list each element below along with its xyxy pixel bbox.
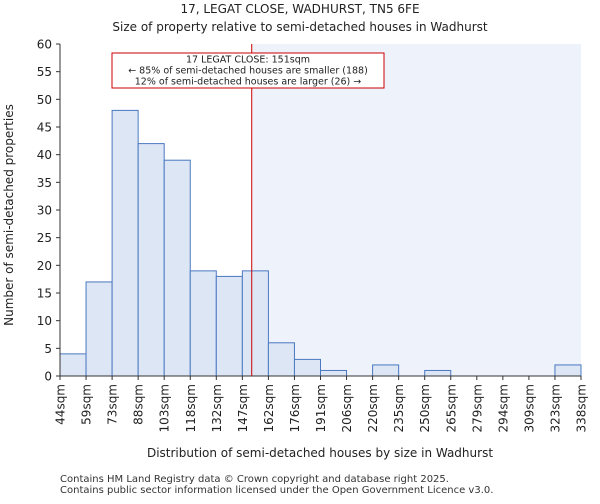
y-tick-label: 50	[37, 93, 52, 107]
x-tick-label: 235sqm	[392, 384, 406, 432]
bar-103sqm	[163, 159, 191, 377]
bar-59sqm	[85, 281, 113, 377]
bar-73sqm	[111, 109, 139, 377]
y-tick-label: 15	[37, 287, 52, 301]
y-tick-label: 5	[44, 342, 52, 356]
bar-250sqm	[424, 369, 452, 377]
bar-191sqm	[320, 369, 348, 377]
footer-line2: Contains public sector information licen…	[60, 485, 494, 496]
bar-176sqm	[293, 358, 322, 377]
y-tick-label: 25	[37, 231, 52, 245]
x-tick-label: 88sqm	[132, 384, 146, 425]
y-tick-label: 55	[37, 65, 52, 79]
y-tick-label: 30	[37, 204, 52, 218]
bar-88sqm	[137, 143, 165, 377]
y-tick-label: 10	[37, 314, 52, 328]
larger-region-shading	[251, 44, 581, 376]
x-tick-label: 250sqm	[418, 384, 432, 432]
x-tick-label: 132sqm	[210, 384, 224, 432]
bar-323sqm	[554, 364, 582, 377]
chart-title-line2: Size of property relative to semi-detach…	[112, 20, 487, 34]
y-tick-label: 35	[37, 176, 52, 190]
x-tick-label: 323sqm	[548, 384, 562, 432]
y-tick-label: 20	[37, 259, 52, 273]
x-tick-label: 118sqm	[184, 384, 198, 432]
x-tick-label: 294sqm	[496, 384, 510, 432]
bar-162sqm	[267, 342, 295, 377]
y-tick-label: 45	[37, 121, 52, 135]
annotation-line-1: 17 LEGAT CLOSE: 151sqm	[186, 55, 310, 66]
footer-line1: Contains HM Land Registry data © Crown c…	[60, 474, 449, 485]
chart-title-line1: 17, LEGAT CLOSE, WADHURST, TN5 6FE	[180, 2, 419, 16]
x-tick-label: 191sqm	[314, 384, 328, 432]
x-tick-label: 73sqm	[106, 384, 120, 425]
bar-44sqm	[59, 353, 87, 377]
y-tick-label: 40	[37, 148, 52, 162]
x-tick-label: 176sqm	[288, 384, 302, 432]
bar-118sqm	[189, 270, 217, 377]
x-tick-label: 265sqm	[444, 384, 458, 432]
x-tick-label: 338sqm	[575, 384, 589, 432]
x-tick-label: 309sqm	[522, 384, 536, 432]
x-tick-label: 44sqm	[54, 384, 68, 425]
annotation-box	[111, 52, 385, 89]
x-tick-label: 279sqm	[470, 384, 484, 432]
annotation-line-3: 12% of semi-detached houses are larger (…	[135, 77, 362, 88]
y-axis-label: Number of semi-detached properties	[2, 104, 16, 326]
annotation-line-2: ← 85% of semi-detached houses are smalle…	[128, 66, 368, 77]
bar-147sqm	[241, 270, 269, 377]
x-tick-label: 147sqm	[236, 384, 250, 432]
x-tick-label: 59sqm	[80, 384, 94, 425]
bar-220sqm	[372, 364, 400, 377]
x-tick-label: 162sqm	[262, 384, 276, 432]
x-tick-label: 103sqm	[158, 384, 172, 432]
y-tick-label: 60	[37, 38, 52, 52]
x-tick-label: 220sqm	[366, 384, 380, 432]
y-tick-label: 0	[44, 370, 52, 384]
x-tick-label: 206sqm	[340, 384, 354, 432]
bar-132sqm	[215, 275, 243, 377]
x-axis-label: Distribution of semi-detached houses by …	[147, 446, 493, 460]
